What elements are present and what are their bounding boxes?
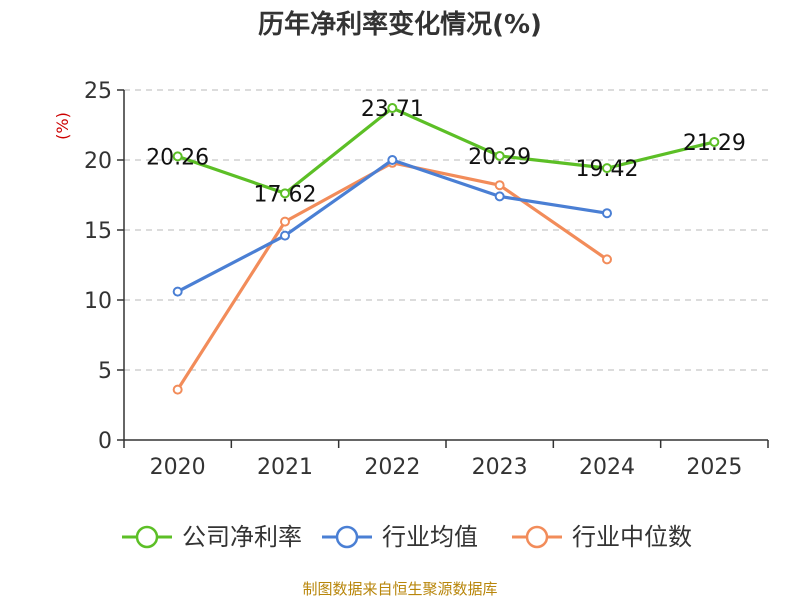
- y-axis-unit: (%): [53, 112, 72, 140]
- data-label: 17.62: [254, 182, 317, 207]
- series-layer: [172, 103, 720, 395]
- x-tick-label: 2021: [257, 455, 313, 480]
- y-tick-label: 15: [84, 219, 112, 244]
- legend-marker: [525, 525, 549, 549]
- legend-label: 公司净利率: [182, 523, 302, 551]
- x-tick-label: 2022: [364, 455, 420, 480]
- data-label: 21.29: [683, 131, 746, 156]
- data-label: 20.29: [468, 145, 531, 170]
- data-point: [709, 136, 720, 147]
- data-point: [494, 150, 505, 161]
- y-tick-label: 0: [98, 429, 112, 454]
- data-point: [602, 254, 612, 265]
- grid-lines: [124, 89, 768, 371]
- data-point: [280, 216, 290, 227]
- data-label: 23.71: [361, 97, 424, 122]
- data-label: 20.26: [146, 145, 209, 170]
- legend-item: 行业中位数: [512, 523, 692, 551]
- data-point: [494, 191, 505, 202]
- series-line: [176, 161, 608, 391]
- legend-marker: [135, 525, 159, 549]
- data-labels: 20.26 17.62 23.71 20.29 19.42 21.29: [146, 97, 746, 207]
- data-point: [172, 151, 183, 162]
- x-tick-label: 2025: [686, 455, 742, 480]
- x-tick-label: 2023: [472, 455, 528, 480]
- data-point: [387, 155, 398, 165]
- source-note: 制图数据来自恒生聚源数据库: [302, 580, 497, 598]
- series-line: [177, 106, 715, 195]
- legend-marker: [335, 525, 359, 549]
- x-tick-label: 2024: [579, 455, 635, 480]
- y-tick-label: 5: [98, 359, 112, 384]
- legend-label: 行业均值: [382, 523, 478, 551]
- data-point: [172, 384, 183, 395]
- data-point: [602, 208, 612, 219]
- data-point: [602, 163, 612, 174]
- data-point: [280, 230, 290, 241]
- legend-item: 行业均值: [322, 523, 478, 551]
- legend: 公司净利率 行业均值 行业中位数: [122, 523, 692, 551]
- data-point: [280, 188, 290, 199]
- x-tick-label: 2020: [150, 455, 206, 480]
- chart-title: 历年净利率变化情况(%): [258, 9, 542, 40]
- legend-label: 行业中位数: [572, 523, 692, 551]
- y-tick-label: 20: [84, 149, 112, 174]
- y-tick-label: 10: [84, 289, 112, 314]
- y-tick-label: 25: [84, 79, 112, 104]
- data-point: [494, 180, 505, 191]
- data-point: [172, 286, 183, 297]
- legend-item: 公司净利率: [122, 523, 302, 551]
- data-label: 19.42: [576, 157, 639, 182]
- data-point: [387, 103, 398, 114]
